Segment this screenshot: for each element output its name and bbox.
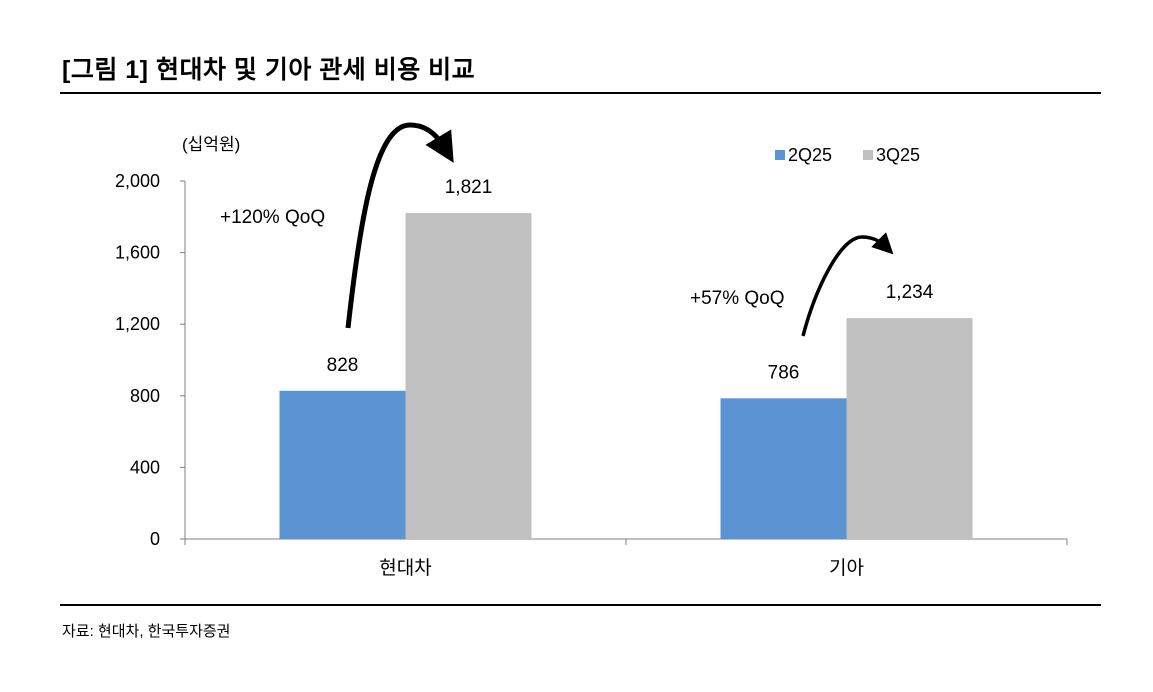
hyundai-qoq-annotation: +120% QoQ bbox=[220, 207, 325, 228]
legend-swatch-2Q25 bbox=[775, 150, 785, 160]
data-label: 1,821 bbox=[445, 177, 493, 198]
x-tick-label: 현대차 bbox=[379, 557, 431, 579]
data-label: 1,234 bbox=[886, 282, 934, 303]
bar-3Q25-1 bbox=[846, 318, 973, 539]
y-tick-label: 0 bbox=[150, 529, 160, 549]
source-note: 자료: 현대차, 한국투자증권 bbox=[62, 623, 231, 640]
title-divider bbox=[60, 92, 1101, 94]
bar-2Q25-0 bbox=[279, 390, 406, 539]
legend-swatch-3Q25 bbox=[863, 150, 873, 160]
y-tick-label: 2,000 bbox=[115, 171, 160, 191]
unit-label: (십억원) bbox=[182, 135, 240, 154]
bar-2Q25-1 bbox=[720, 398, 847, 539]
kia-qoq-annotation: +57% QoQ bbox=[690, 288, 785, 309]
y-tick-label: 800 bbox=[130, 386, 160, 406]
legend-label: 3Q25 bbox=[876, 145, 920, 165]
x-tick-label: 기아 bbox=[829, 557, 864, 579]
qoq-arrows: +120% QoQ +57% QoQ bbox=[220, 122, 894, 337]
y-tick-label: 1,200 bbox=[115, 314, 160, 334]
y-tick-label: 400 bbox=[130, 457, 160, 477]
data-label: 786 bbox=[768, 362, 800, 383]
kia-growth-arrow bbox=[801, 232, 894, 337]
footer-divider bbox=[60, 604, 1101, 606]
figure-title: [그림 1] 현대차 및 기아 관세 비용 비교 bbox=[62, 56, 476, 84]
legend-label: 2Q25 bbox=[788, 145, 832, 165]
data-label: 828 bbox=[327, 355, 359, 376]
y-tick-label: 1,600 bbox=[115, 243, 160, 263]
bar-3Q25-0 bbox=[405, 213, 532, 539]
hyundai-growth-arrow bbox=[345, 122, 454, 329]
